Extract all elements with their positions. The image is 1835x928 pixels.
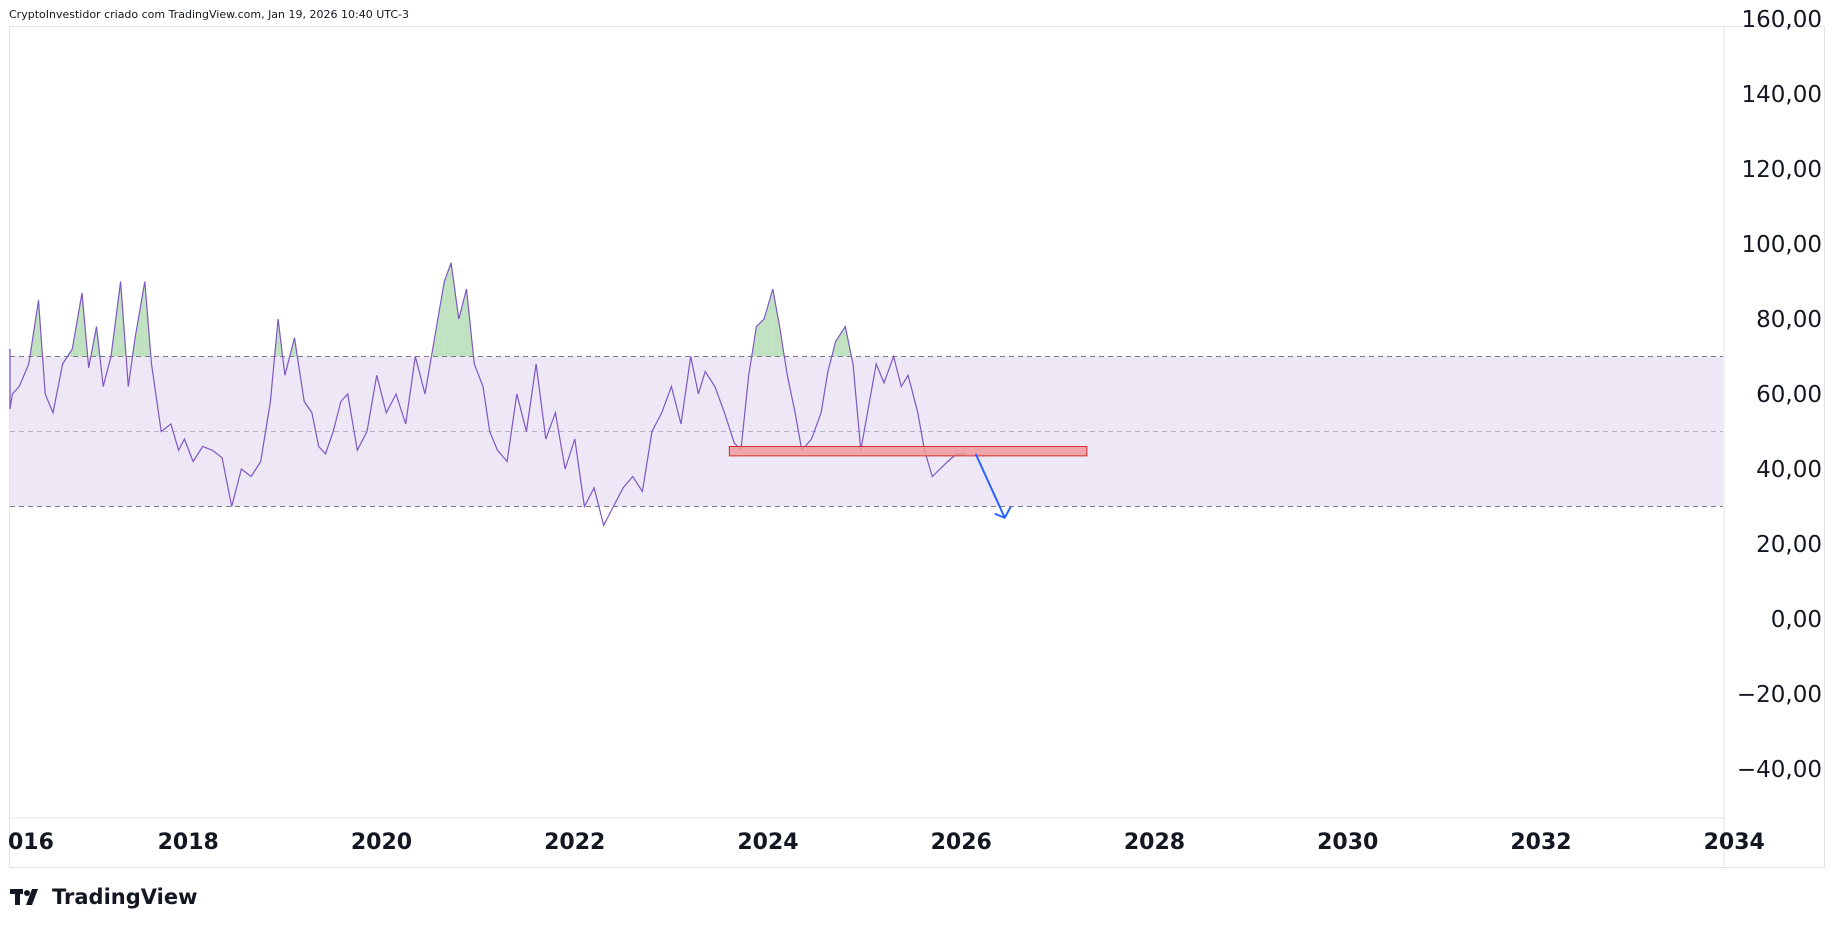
x-tick-label: 2026: [931, 830, 992, 855]
x-tick-label: 2030: [1317, 830, 1378, 855]
x-tick-label: 2024: [737, 830, 798, 855]
x-tick-label: 2022: [544, 830, 605, 855]
time-axis[interactable]: 016 2018 2020 2022 2024 2026 2028 2030 2032 2034: [8, 830, 1765, 855]
x-tick-label: 016: [8, 830, 54, 855]
overbought-fill: [135, 281, 145, 357]
down-arrow[interactable]: [974, 453, 1012, 520]
y-tick-label: 20,00: [1756, 532, 1822, 558]
y-tick-label: 100,00: [1742, 232, 1822, 258]
overbought-fill: [764, 289, 773, 357]
y-tick-label: 140,00: [1742, 82, 1822, 108]
tradingview-logo[interactable]: TradingView: [10, 885, 197, 909]
y-tick-label: 40,00: [1756, 457, 1822, 483]
tradingview-logo-icon: [10, 889, 38, 905]
overbought-fill: [444, 262, 452, 357]
x-tick-label: 2034: [1704, 830, 1765, 855]
x-tick-label: 2020: [351, 830, 412, 855]
y-tick-label: 0,00: [1771, 607, 1822, 633]
y-tick-label: 160,00: [1742, 7, 1822, 33]
x-tick-label: 2028: [1124, 830, 1185, 855]
chart-attribution: CryptoInvestidor criado com TradingView.…: [9, 8, 409, 21]
overbought-fill: [458, 289, 467, 357]
support-zone[interactable]: [728, 446, 1088, 457]
x-tick-label: 2032: [1510, 830, 1571, 855]
y-tick-label: −40,00: [1737, 757, 1822, 783]
overbought-fill: [451, 262, 459, 357]
overbought-fill: [756, 319, 765, 357]
overbought-fills: [30, 262, 852, 357]
y-tick-label: 120,00: [1742, 157, 1822, 183]
x-tick-label: 2018: [158, 830, 219, 855]
y-tick-label: 60,00: [1756, 382, 1822, 408]
rsi-line: [9, 262, 967, 527]
y-tick-label: 80,00: [1756, 307, 1822, 333]
y-tick-label: −20,00: [1737, 682, 1822, 708]
tradingview-logo-text: TradingView: [52, 885, 198, 909]
price-axis[interactable]: 160,00 140,00 120,00 100,00 80,00 60,00 40,00 2…: [1737, 7, 1822, 783]
overbought-fill: [772, 289, 780, 357]
overbought-fill: [835, 326, 846, 357]
overbought-fill: [434, 281, 445, 357]
